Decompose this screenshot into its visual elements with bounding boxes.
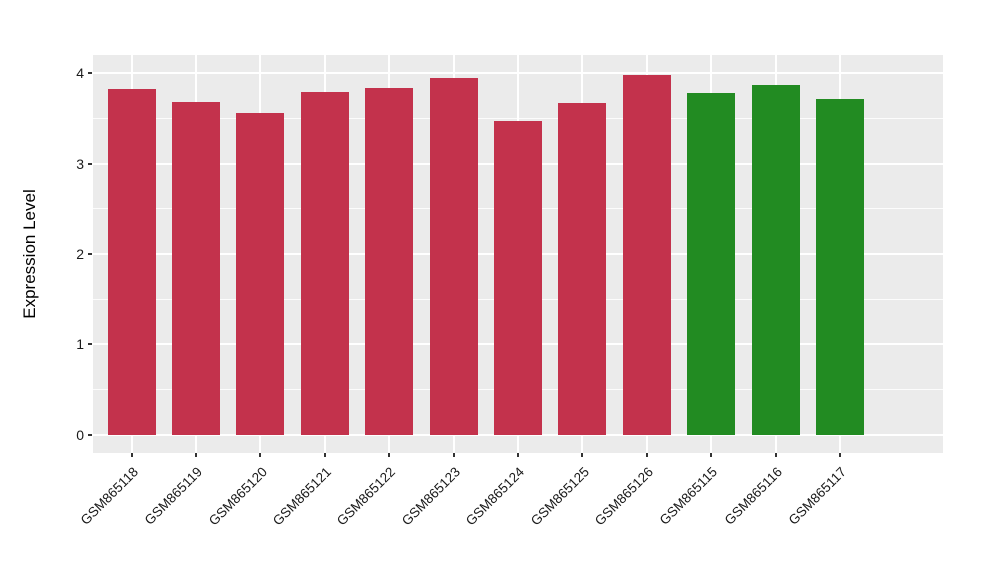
x-axis-tick [517, 453, 519, 457]
y-axis-tick [88, 162, 92, 165]
bar-GSM865117 [815, 99, 864, 435]
x-axis-tick [710, 453, 713, 457]
x-axis-tick [774, 453, 777, 457]
y-axis-tick [88, 343, 92, 346]
x-axis-tick [130, 453, 133, 457]
bar-GSM865116 [751, 84, 800, 435]
plot-panel [93, 55, 943, 453]
bar-GSM865121 [300, 92, 349, 435]
y-axis-tick [88, 253, 92, 255]
y-tick-label: 4 [76, 65, 84, 82]
x-tick-label: GSM865118 [77, 464, 141, 528]
x-tick-label: GSM865122 [334, 464, 399, 529]
bar-GSM865115 [687, 93, 736, 435]
x-tick-label: GSM865121 [269, 464, 335, 529]
x-tick-label: GSM865119 [141, 464, 206, 528]
x-axis-tick [645, 453, 648, 457]
bar-GSM865125 [558, 102, 607, 435]
y-tick-label: 1 [76, 336, 84, 353]
y-tick-label: 2 [76, 246, 84, 262]
y-tick-label: 0 [76, 426, 84, 443]
x-tick-label: GSM865125 [527, 464, 592, 529]
y-axis-title: Expression Level [20, 189, 39, 319]
bar-GSM865120 [236, 112, 285, 435]
x-tick-label: GSM865115 [656, 464, 721, 528]
bar-GSM865126 [622, 74, 671, 435]
y-tick-label: 3 [76, 155, 84, 172]
bar-GSM865123 [429, 77, 478, 435]
x-axis-tick [581, 453, 584, 457]
bar-GSM865118 [107, 89, 156, 435]
bar-GSM865122 [365, 88, 414, 435]
x-tick-label: GSM865117 [785, 464, 850, 528]
x-tick-label: GSM865126 [591, 464, 657, 529]
y-axis-tick [88, 433, 92, 436]
bar-GSM865119 [172, 102, 221, 435]
x-tick-label: GSM865120 [205, 464, 270, 529]
x-axis-tick [323, 453, 326, 457]
x-axis-tick [838, 453, 841, 457]
x-axis-tick [259, 453, 262, 457]
x-axis-tick [452, 453, 455, 457]
x-tick-label: GSM865124 [463, 464, 528, 529]
x-axis-tick [388, 453, 391, 457]
x-tick-label: GSM865116 [721, 464, 785, 528]
y-axis-tick [88, 72, 92, 75]
x-tick-label: GSM865123 [398, 464, 463, 529]
bar-GSM865124 [494, 121, 542, 435]
x-axis-tick [195, 453, 198, 457]
